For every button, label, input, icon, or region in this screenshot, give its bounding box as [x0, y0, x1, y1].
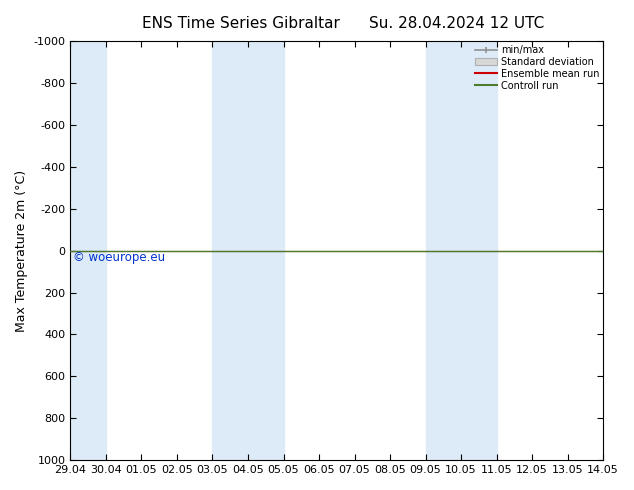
- Text: ENS Time Series Gibraltar: ENS Time Series Gibraltar: [142, 16, 340, 31]
- Text: Su. 28.04.2024 12 UTC: Su. 28.04.2024 12 UTC: [369, 16, 544, 31]
- Bar: [70, 41, 106, 460]
- Bar: [425, 41, 496, 460]
- Legend: min/max, Standard deviation, Ensemble mean run, Controll run: min/max, Standard deviation, Ensemble me…: [474, 43, 601, 93]
- Bar: [212, 41, 283, 460]
- Y-axis label: Max Temperature 2m (°C): Max Temperature 2m (°C): [15, 170, 28, 332]
- Text: © woeurope.eu: © woeurope.eu: [73, 250, 165, 264]
